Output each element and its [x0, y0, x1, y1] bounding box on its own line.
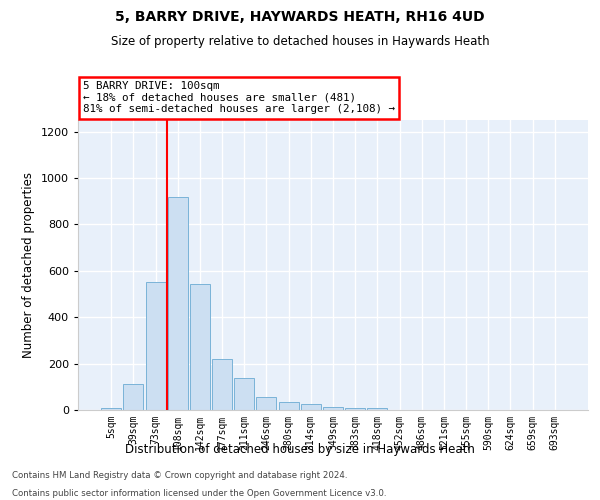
Text: 5 BARRY DRIVE: 100sqm
← 18% of detached houses are smaller (481)
81% of semi-det: 5 BARRY DRIVE: 100sqm ← 18% of detached …: [83, 81, 395, 114]
Text: 5, BARRY DRIVE, HAYWARDS HEATH, RH16 4UD: 5, BARRY DRIVE, HAYWARDS HEATH, RH16 4UD: [115, 10, 485, 24]
Bar: [124, 384, 143, 410]
Bar: [146, 282, 166, 410]
Bar: [345, 408, 365, 410]
Bar: [278, 402, 299, 410]
Bar: [301, 404, 321, 410]
Bar: [256, 397, 277, 410]
Bar: [234, 378, 254, 410]
Text: Contains HM Land Registry data © Crown copyright and database right 2024.: Contains HM Land Registry data © Crown c…: [12, 471, 347, 480]
Text: Size of property relative to detached houses in Haywards Heath: Size of property relative to detached ho…: [110, 35, 490, 48]
Bar: [168, 196, 188, 410]
Text: Distribution of detached houses by size in Haywards Heath: Distribution of detached houses by size …: [125, 442, 475, 456]
Y-axis label: Number of detached properties: Number of detached properties: [22, 172, 35, 358]
Bar: [367, 408, 388, 410]
Bar: [190, 284, 210, 410]
Bar: [101, 408, 121, 410]
Bar: [212, 359, 232, 410]
Text: Contains public sector information licensed under the Open Government Licence v3: Contains public sector information licen…: [12, 488, 386, 498]
Bar: [323, 406, 343, 410]
